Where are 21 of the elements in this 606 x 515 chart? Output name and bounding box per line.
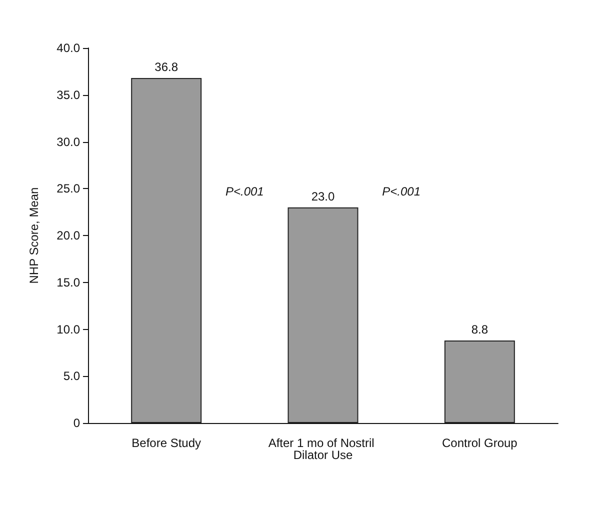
data-label: 8.8: [471, 322, 488, 336]
annotation: P<.001: [225, 184, 264, 198]
x-tick-label: Before Study: [132, 436, 202, 450]
data-label: 23.0: [311, 189, 335, 204]
data-label: 36.8: [154, 60, 178, 74]
y-axis-title: NHP Score, Mean: [27, 187, 41, 284]
y-tick-label: 0: [73, 416, 80, 430]
y-tick-label: 20.0: [56, 228, 80, 242]
bar: [131, 78, 202, 423]
bar: [288, 207, 358, 423]
y-tick-label: 10.0: [56, 322, 80, 336]
x-tick-label: After 1 mo of Nostril Dilator Use: [268, 436, 378, 462]
y-tick-label: 25.0: [56, 182, 80, 196]
x-tick-label: Control Group: [442, 436, 518, 450]
bar: [444, 340, 515, 423]
y-tick-label: 15.0: [56, 275, 80, 290]
y-tick-label: 30.0: [56, 134, 80, 149]
y-tick-label: 40.0: [56, 41, 80, 55]
y-tick-label: 5.0: [63, 369, 80, 384]
y-tick-label: 35.0: [56, 88, 80, 102]
annotation: P<.001: [382, 184, 421, 198]
